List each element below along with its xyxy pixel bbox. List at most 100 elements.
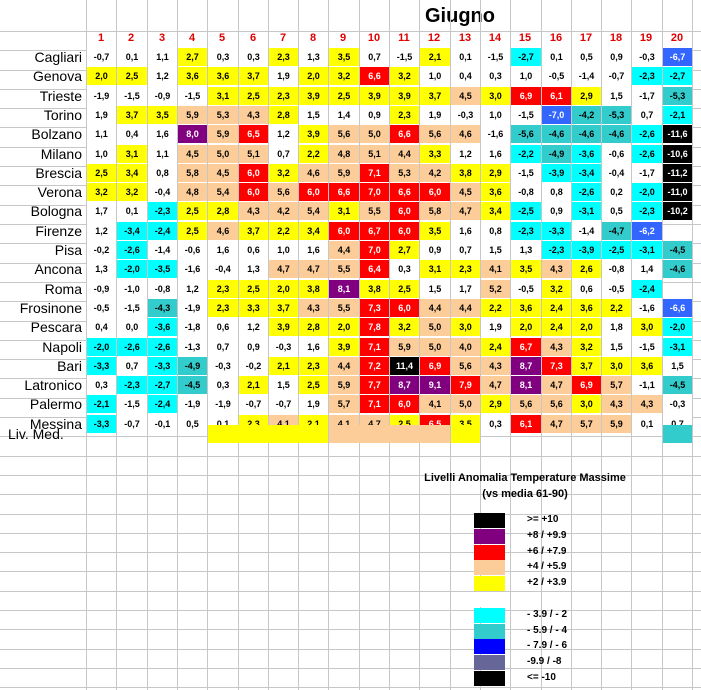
anomaly-cell: 2,5 <box>299 376 328 394</box>
city-label: Genova <box>32 68 82 84</box>
anomaly-cell: 6,6 <box>390 125 419 143</box>
anomaly-cell: 5,7 <box>572 415 601 433</box>
anomaly-cell: 3,7 <box>572 357 601 375</box>
legend-swatch <box>474 639 505 654</box>
anomaly-cell: 6,6 <box>390 183 419 201</box>
anomaly-cell: 1,7 <box>451 280 480 298</box>
anomaly-cell: 0,9 <box>420 241 450 259</box>
anomaly-cell: 4,1 <box>420 395 450 413</box>
anomaly-cell: 3,8 <box>299 280 328 298</box>
grid-line-horizontal <box>0 649 701 650</box>
city-label: Bologna <box>30 203 82 219</box>
liv-med-bar <box>663 425 692 443</box>
grid-line-vertical <box>480 0 481 690</box>
anomaly-cell: -1,5 <box>117 299 147 317</box>
legend-swatch <box>474 560 505 575</box>
city-label: Pescara <box>30 319 82 335</box>
anomaly-cell: -5,3 <box>602 106 631 124</box>
anomaly-cell: 0,1 <box>542 48 571 66</box>
anomaly-cell: 4,7 <box>481 376 510 394</box>
anomaly-cell: 2,2 <box>269 222 298 240</box>
anomaly-cell: 6,7 <box>511 338 541 356</box>
anomaly-cell: -0,3 <box>208 357 238 375</box>
anomaly-cell: 3,1 <box>420 260 450 278</box>
legend-swatch <box>474 576 505 591</box>
anomaly-cell: 2,4 <box>481 338 510 356</box>
city-label: Ancona <box>34 261 82 277</box>
day-number: 16 <box>549 32 563 44</box>
anomaly-cell: 4,5 <box>451 87 480 105</box>
city-label: Roma <box>44 281 82 297</box>
anomaly-cell: 0,7 <box>360 48 389 66</box>
grid-line-horizontal <box>0 494 701 495</box>
anomaly-cell: -0,3 <box>451 106 480 124</box>
anomaly-cell: -0,4 <box>208 260 238 278</box>
anomaly-cell: -1,7 <box>632 164 662 182</box>
anomaly-cell: -0,5 <box>87 299 116 317</box>
anomaly-cell: 0,7 <box>117 357 147 375</box>
anomaly-cell: 2,8 <box>208 202 238 220</box>
anomaly-cell: -1,8 <box>178 318 207 336</box>
anomaly-cell: -0,7 <box>239 395 268 413</box>
anomaly-cell: 1,1 <box>148 145 177 163</box>
day-number: 7 <box>279 32 287 44</box>
anomaly-cell: 5,1 <box>239 145 268 163</box>
anomaly-cell: 3,9 <box>329 338 359 356</box>
anomaly-cell: 1,0 <box>511 67 541 85</box>
anomaly-cell: 7,1 <box>360 338 389 356</box>
legend-swatch <box>474 545 505 560</box>
anomaly-cell: 4,0 <box>451 338 480 356</box>
anomaly-cell: 4,3 <box>602 395 631 413</box>
anomaly-cell: 5,8 <box>420 202 450 220</box>
anomaly-cell: -0,7 <box>117 415 147 433</box>
anomaly-cell: 3,9 <box>360 87 389 105</box>
anomaly-cell: -5,6 <box>511 125 541 143</box>
anomaly-cell: 2,5 <box>178 222 207 240</box>
grid-line-vertical <box>601 0 602 690</box>
anomaly-cell: 4,3 <box>239 106 268 124</box>
city-label: Napoli <box>42 339 82 355</box>
grid-line-vertical <box>116 0 117 690</box>
anomaly-cell: 5,6 <box>420 125 450 143</box>
anomaly-cell: 3,6 <box>481 183 510 201</box>
anomaly-cell: 0,3 <box>208 48 238 66</box>
anomaly-cell: -10,6 <box>663 145 692 163</box>
anomaly-cell: 8,7 <box>511 357 541 375</box>
anomaly-cell: 5,2 <box>481 280 510 298</box>
legend-label: +6 / +7.9 <box>527 546 567 557</box>
grid-line-vertical <box>268 0 269 690</box>
anomaly-cell: -4,2 <box>572 106 601 124</box>
anomaly-cell: 3,4 <box>117 164 147 182</box>
grid-line-horizontal <box>0 610 701 611</box>
anomaly-cell: 7,2 <box>360 357 389 375</box>
anomaly-cell: 5,1 <box>360 145 389 163</box>
anomaly-cell: 5,7 <box>329 395 359 413</box>
anomaly-cell: -0,6 <box>178 241 207 259</box>
anomaly-cell: 0,9 <box>239 338 268 356</box>
anomaly-cell: 1,5 <box>481 241 510 259</box>
anomaly-cell: -2,3 <box>542 241 571 259</box>
city-label: Firenze <box>35 223 82 239</box>
anomaly-cell: 1,0 <box>87 145 116 163</box>
anomaly-cell: 1,2 <box>178 280 207 298</box>
anomaly-cell: 0,8 <box>481 222 510 240</box>
anomaly-cell: 0,3 <box>239 48 268 66</box>
anomaly-cell: 0,1 <box>632 415 662 433</box>
anomaly-cell: -4,9 <box>542 145 571 163</box>
day-number: 17 <box>579 32 593 44</box>
anomaly-cell: -2,7 <box>511 48 541 66</box>
anomaly-cell: -1,6 <box>178 260 207 278</box>
anomaly-cell: 3,0 <box>572 395 601 413</box>
anomaly-cell: 6,0 <box>390 222 419 240</box>
anomaly-cell: 2,0 <box>572 318 601 336</box>
anomaly-cell: 2,0 <box>269 280 298 298</box>
anomaly-cell: -1,9 <box>178 395 207 413</box>
grid-line-vertical <box>389 0 390 690</box>
anomaly-cell: 3,5 <box>420 222 450 240</box>
anomaly-cell: -4,7 <box>602 222 631 240</box>
anomaly-cell: -3,3 <box>542 222 571 240</box>
legend-title: Livelli Anomalia Temperature Massime <box>424 472 626 484</box>
anomaly-cell: 4,5 <box>451 183 480 201</box>
city-label: Pisa <box>54 242 82 258</box>
anomaly-cell: 0,9 <box>542 202 571 220</box>
